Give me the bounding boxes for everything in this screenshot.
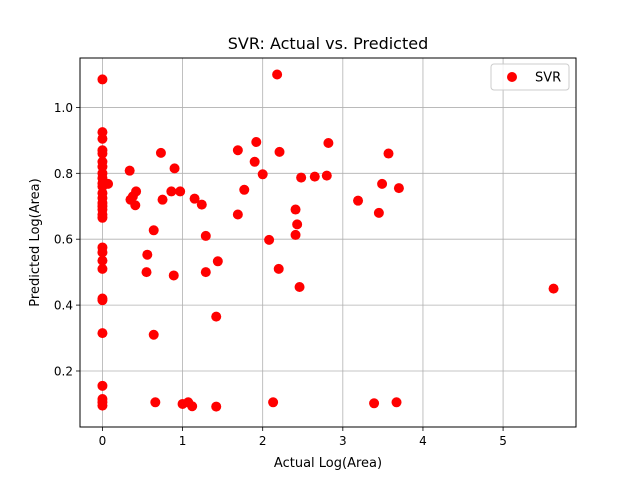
- data-point: [323, 138, 334, 149]
- data-point: [124, 165, 135, 176]
- data-point: [273, 263, 284, 274]
- data-point: [257, 169, 268, 180]
- data-point: [272, 69, 283, 80]
- data-point: [97, 380, 108, 391]
- data-point: [211, 401, 222, 412]
- data-point: [130, 200, 141, 211]
- data-point: [292, 219, 303, 230]
- data-point: [141, 267, 152, 278]
- data-point: [232, 209, 243, 220]
- legend: SVR: [490, 63, 570, 91]
- data-point: [373, 207, 384, 218]
- data-point: [97, 295, 108, 306]
- data-point: [97, 74, 108, 85]
- data-point: [294, 281, 305, 292]
- data-point: [548, 283, 559, 294]
- data-point: [296, 172, 307, 183]
- data-point: [131, 186, 142, 197]
- data-point: [377, 178, 388, 189]
- data-point: [148, 225, 159, 236]
- data-point: [97, 148, 108, 159]
- x-tick-label: 2: [259, 434, 267, 448]
- y-tick-label: 0.6: [54, 233, 73, 247]
- data-point: [103, 178, 114, 189]
- data-point: [249, 156, 260, 167]
- data-point: [168, 270, 179, 281]
- x-tick-label: 5: [499, 434, 507, 448]
- data-point: [321, 170, 332, 181]
- data-point: [268, 397, 279, 408]
- data-point: [391, 397, 402, 408]
- data-point: [274, 146, 285, 157]
- data-point: [264, 234, 275, 245]
- data-points: [97, 69, 559, 412]
- data-point: [211, 311, 222, 322]
- data-point: [142, 249, 153, 260]
- axis-ticks: 0 1 2 3 4 5 0.2 0.4 0.6 0.8 1.0: [54, 101, 507, 448]
- data-point: [157, 194, 168, 205]
- y-tick-label: 1.0: [54, 101, 73, 115]
- data-point: [200, 267, 211, 278]
- data-point: [239, 184, 250, 195]
- data-point: [232, 145, 243, 156]
- data-point: [97, 400, 108, 411]
- data-point: [353, 195, 364, 206]
- data-point: [97, 212, 108, 223]
- data-point: [97, 255, 108, 266]
- data-point: [290, 229, 301, 240]
- data-point: [369, 398, 380, 409]
- legend-label-svr: SVR: [535, 71, 561, 86]
- y-tick-label: 0.8: [54, 167, 73, 181]
- data-point: [97, 247, 108, 258]
- data-point: [166, 186, 177, 197]
- data-point: [169, 163, 180, 174]
- data-point: [290, 204, 301, 215]
- data-point: [189, 193, 200, 204]
- y-tick-label: 0.2: [54, 364, 73, 378]
- data-point: [309, 171, 320, 182]
- data-point: [155, 147, 166, 158]
- data-point: [97, 263, 108, 274]
- x-tick-label: 1: [179, 434, 187, 448]
- x-tick-label: 3: [339, 434, 347, 448]
- data-point: [393, 183, 404, 194]
- data-point: [150, 397, 161, 408]
- data-point: [97, 328, 108, 339]
- x-axis-label: Actual Log(Area): [274, 456, 382, 471]
- data-point: [196, 199, 207, 210]
- data-point: [383, 148, 394, 159]
- legend-box: [490, 63, 570, 91]
- legend-marker: [507, 72, 517, 82]
- data-point: [148, 329, 159, 340]
- chart-title: SVR: Actual vs. Predicted: [228, 34, 429, 53]
- plot-frame: [79, 57, 577, 428]
- data-point: [212, 256, 223, 267]
- data-point: [200, 230, 211, 241]
- data-point: [97, 133, 108, 144]
- data-point: [251, 137, 262, 148]
- x-tick-label: 4: [419, 434, 427, 448]
- x-tick-label: 0: [99, 434, 107, 448]
- data-point: [175, 186, 186, 197]
- y-tick-label: 0.4: [54, 299, 73, 313]
- plot-area: [80, 58, 576, 427]
- data-point: [187, 401, 198, 412]
- y-axis-label: Predicted Log(Area): [28, 178, 43, 306]
